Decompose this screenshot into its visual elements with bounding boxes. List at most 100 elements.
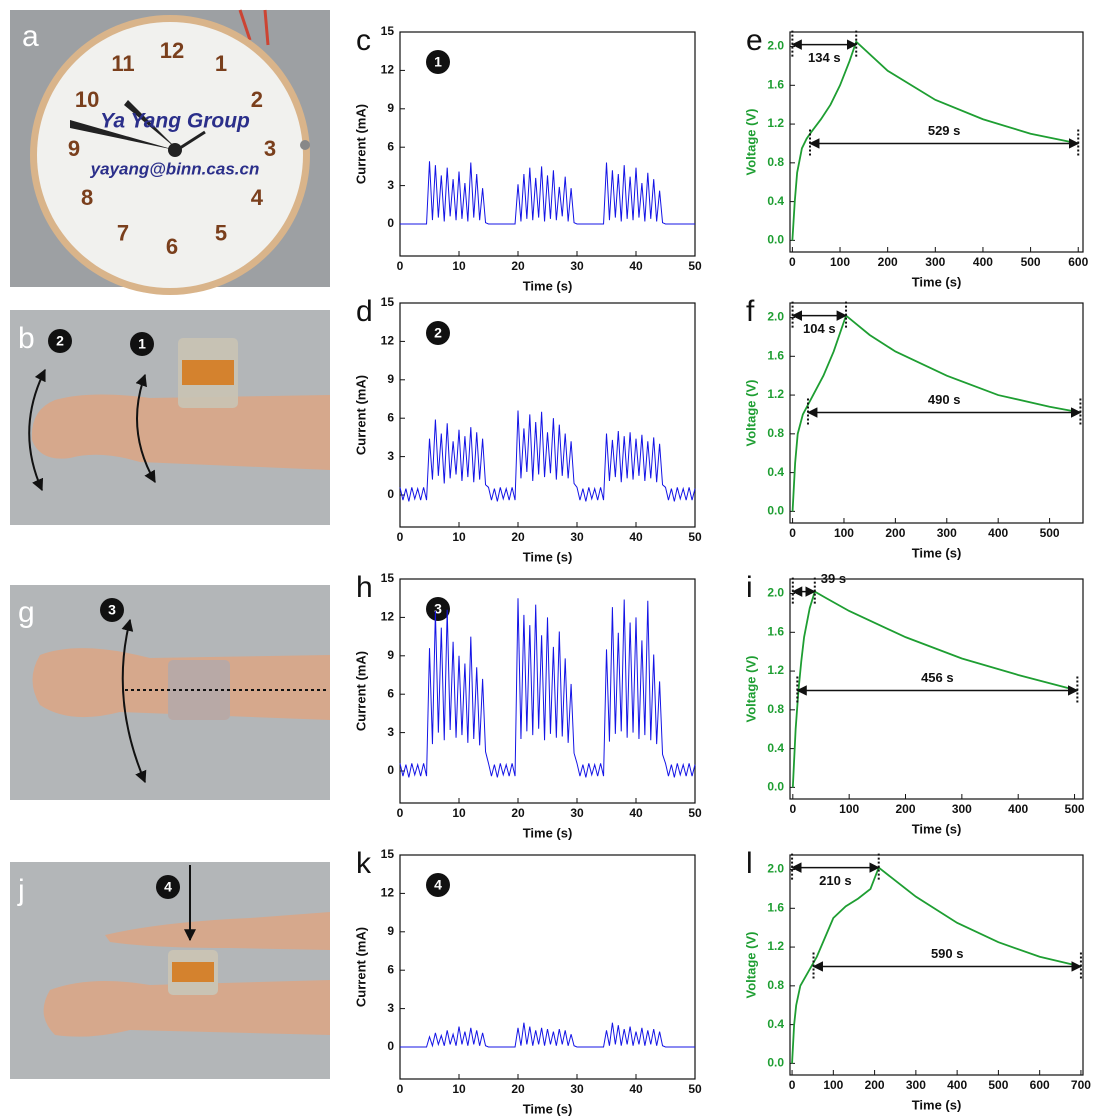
y-tick-label: 1.2 — [767, 939, 784, 953]
x-tick-label: 300 — [937, 526, 957, 540]
y-tick-label: 0.8 — [767, 426, 784, 440]
y-tick-label: 0.4 — [767, 465, 784, 479]
x-tick-label: 0 — [789, 802, 796, 816]
y-tick-label: 0.0 — [767, 1056, 784, 1070]
panel-letter: h — [356, 571, 373, 604]
y-tick-label: 0.0 — [767, 504, 784, 518]
panel-letter: l — [746, 847, 753, 880]
span-label: 134 s — [808, 50, 841, 65]
x-tick-label: 30 — [570, 806, 584, 820]
x-tick-label: 20 — [511, 806, 525, 820]
x-tick-label: 400 — [1008, 802, 1028, 816]
clock-number: 6 — [166, 234, 178, 259]
photo-g: g 3 — [10, 585, 330, 800]
x-axis-title: Time (s) — [523, 549, 573, 564]
x-tick-label: 0 — [397, 1082, 404, 1096]
x-tick-label: 10 — [452, 1082, 466, 1096]
y-tick-label: 15 — [381, 295, 395, 309]
y-tick-label: 15 — [381, 847, 395, 861]
x-tick-label: 0 — [789, 255, 796, 269]
chart: 0369121501020304050Time (s)Current (mA)h… — [353, 571, 702, 841]
x-tick-label: 40 — [629, 806, 643, 820]
x-tick-label: 0 — [397, 530, 404, 544]
y-tick-label: 1.2 — [767, 116, 784, 130]
y-axis-title: Current (mA) — [353, 104, 368, 184]
x-tick-label: 50 — [688, 259, 702, 273]
x-tick-label: 0 — [789, 526, 796, 540]
x-axis-title: Time (s) — [912, 274, 962, 289]
photo-b: b 2 1 — [10, 310, 330, 525]
y-tick-label: 9 — [387, 648, 394, 662]
y-tick-label: 12 — [381, 334, 395, 348]
y-tick-label: 0 — [387, 763, 394, 777]
y-axis-title: Current (mA) — [353, 375, 368, 455]
x-tick-label: 200 — [865, 1078, 885, 1092]
y-tick-label: 2.0 — [767, 862, 784, 876]
panel-letter: e — [746, 24, 763, 57]
chart: 0369121501020304050Time (s)Current (mA)k… — [353, 847, 702, 1117]
x-tick-label: 100 — [830, 255, 850, 269]
y-tick-label: 9 — [387, 101, 394, 115]
x-tick-label: 40 — [629, 1082, 643, 1096]
y-tick-label: 15 — [381, 24, 395, 38]
y-tick-label: 6 — [387, 962, 394, 976]
panel-letter: k — [356, 847, 372, 880]
y-tick-label: 0.0 — [767, 233, 784, 247]
motion-marker: 1 — [138, 336, 146, 352]
x-tick-label: 20 — [511, 530, 525, 544]
photo-j: j 4 — [10, 862, 330, 1079]
y-tick-label: 0 — [387, 216, 394, 230]
x-tick-label: 10 — [452, 806, 466, 820]
y-tick-label: 1.2 — [767, 387, 784, 401]
y-axis-title: Voltage (V) — [743, 109, 758, 176]
x-tick-label: 200 — [895, 802, 915, 816]
clock-text: Ya Yang Group — [100, 110, 250, 133]
panel-letter: f — [746, 295, 755, 328]
x-tick-label: 0 — [789, 1078, 796, 1092]
y-axis-title: Current (mA) — [353, 651, 368, 731]
clock-number: 2 — [251, 87, 263, 112]
x-axis-title: Time (s) — [912, 545, 962, 560]
clock-number: 12 — [160, 38, 184, 63]
y-tick-label: 12 — [381, 610, 395, 624]
chart: 0.00.40.81.21.62.00100200300400500Time (… — [743, 295, 1083, 561]
y-tick-label: 0.0 — [767, 780, 784, 794]
y-tick-label: 2.0 — [767, 39, 784, 53]
x-tick-label: 500 — [1040, 526, 1060, 540]
y-tick-label: 15 — [381, 571, 395, 585]
x-tick-label: 700 — [1071, 1078, 1091, 1092]
y-tick-label: 3 — [387, 449, 394, 463]
span-label: 104 s — [803, 321, 836, 336]
x-tick-label: 50 — [688, 806, 702, 820]
y-tick-label: 6 — [387, 410, 394, 424]
clock-number: 10 — [75, 87, 99, 112]
y-tick-label: 9 — [387, 924, 394, 938]
y-tick-label: 1.2 — [767, 663, 784, 677]
chart-marker: 2 — [434, 325, 442, 341]
span-label: 529 s — [928, 123, 961, 138]
clock-number: 7 — [117, 221, 129, 246]
data-line — [400, 598, 695, 777]
data-line — [793, 592, 1078, 788]
x-tick-label: 500 — [1021, 255, 1041, 269]
x-tick-label: 100 — [834, 526, 854, 540]
y-tick-label: 0.4 — [767, 194, 784, 208]
x-tick-label: 50 — [688, 1082, 702, 1096]
data-line — [792, 42, 1078, 241]
x-tick-label: 30 — [570, 530, 584, 544]
y-axis-title: Voltage (V) — [743, 932, 758, 999]
data-line — [400, 161, 695, 224]
y-tick-label: 0.4 — [767, 741, 784, 755]
y-tick-label: 1.6 — [767, 900, 784, 914]
y-tick-label: 1.6 — [767, 348, 784, 362]
chart-marker: 1 — [434, 54, 442, 70]
span-label: 456 s — [921, 670, 954, 685]
photo-a: a Ya Yang Group yayang@binn.cas.cn 12123… — [10, 10, 330, 295]
x-tick-label: 30 — [570, 259, 584, 273]
y-tick-label: 6 — [387, 139, 394, 153]
y-tick-label: 1.6 — [767, 77, 784, 91]
x-tick-label: 600 — [1030, 1078, 1050, 1092]
x-tick-label: 0 — [397, 259, 404, 273]
figure: a Ya Yang Group yayang@binn.cas.cn 12123… — [0, 0, 1093, 1120]
